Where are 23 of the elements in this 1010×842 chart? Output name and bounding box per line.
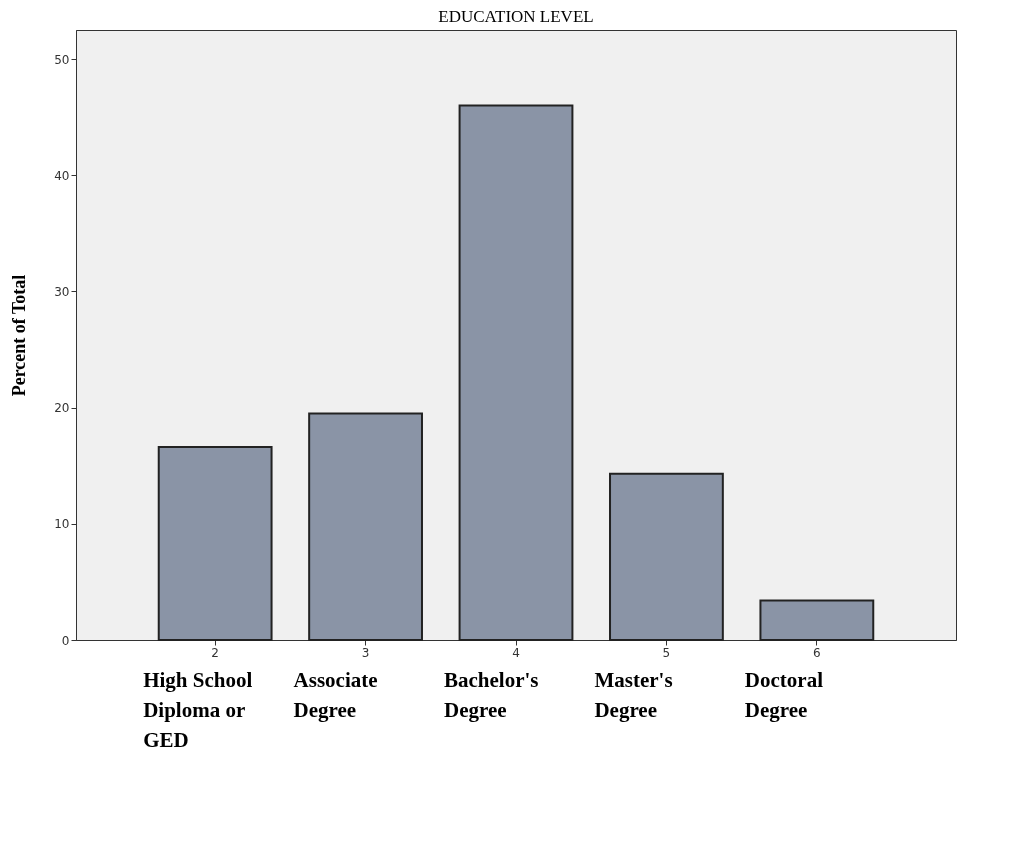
text: High School Diploma or GED — [143, 668, 253, 752]
bar — [759, 599, 875, 641]
y-tick-label: 10 — [54, 517, 70, 532]
x-tick-label: 6 — [813, 645, 821, 660]
y-tick-label: 0 — [61, 633, 70, 648]
x-tick-label: 5 — [662, 645, 671, 660]
text: Doctoral Degree — [744, 668, 824, 722]
y-axis-title: Percent of Total — [9, 274, 30, 397]
bar — [157, 446, 273, 641]
text: Bachelor's Degree — [444, 668, 539, 722]
y-tick-label: 20 — [54, 401, 70, 416]
y-tick-label: 30 — [54, 284, 70, 299]
x-tick-label: 4 — [512, 645, 520, 660]
chart-title: EDUCATION LEVEL — [438, 7, 594, 26]
bar — [458, 104, 574, 641]
text: Master's Degree — [594, 668, 673, 722]
text: Associate Degree — [293, 668, 378, 722]
bar — [308, 412, 423, 641]
bar — [609, 472, 724, 641]
x-tick-label: 3 — [361, 645, 370, 660]
x-tick-label: 2 — [211, 645, 219, 660]
y-tick-label: 40 — [54, 168, 70, 183]
y-tick-label: 50 — [54, 52, 70, 67]
